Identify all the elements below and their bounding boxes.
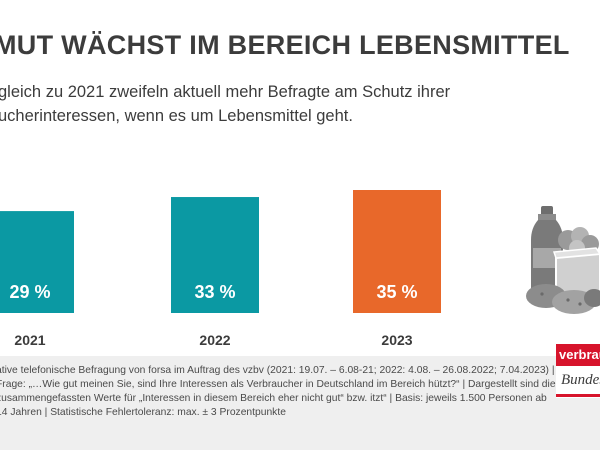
bar-value-label-2021: 29 % — [9, 282, 50, 302]
bar-2023 — [353, 190, 441, 313]
chart-subtitle: gleich zu 2021 zweifeln aktuell mehr Bef… — [0, 83, 451, 125]
groceries-icon — [526, 206, 600, 314]
category-label-2021: 2021 — [14, 332, 45, 348]
logo-wordmark: verbraucherzentrale — [559, 347, 600, 362]
bar-value-label-2022: 33 % — [194, 282, 235, 302]
bar-chart: 29 % 2021 33 % 2022 35 % 2023 — [0, 190, 441, 348]
logo-subline: Bundesverband — [561, 372, 600, 388]
brand-logo: verbraucherzentrale Bundesverband — [556, 344, 600, 398]
chart-title: MUT WÄCHST IM BEREICH LEBENSMITTEL — [0, 30, 570, 60]
category-label-2023: 2023 — [381, 332, 412, 348]
category-label-2022: 2022 — [199, 332, 230, 348]
source-footnote: ative telefonische Befragung von forsa i… — [0, 365, 556, 418]
logo-red-band — [556, 344, 600, 366]
bar-value-label-2023: 35 % — [376, 282, 417, 302]
logo-rule — [556, 394, 600, 397]
bar-2021 — [0, 211, 74, 313]
bar-2022 — [171, 197, 259, 313]
footer-panel: ative telefonische Befragung von forsa i… — [0, 356, 600, 450]
